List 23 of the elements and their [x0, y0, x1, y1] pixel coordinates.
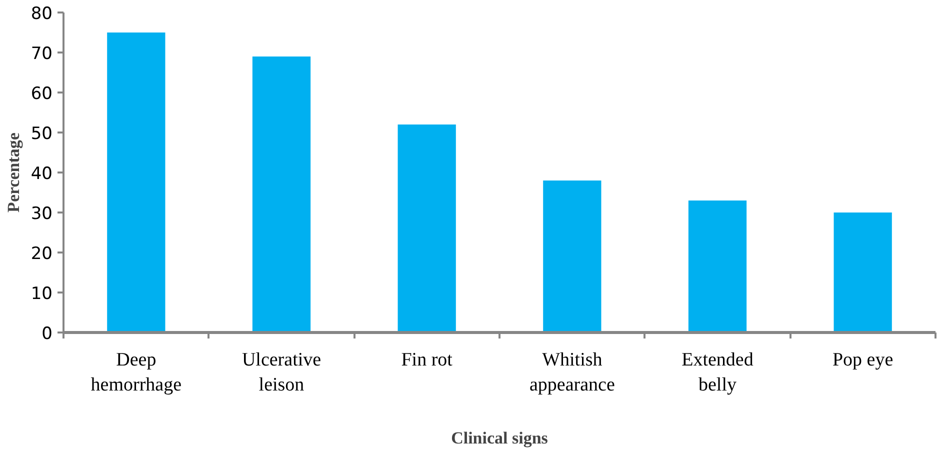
bar: [107, 32, 166, 332]
x-tick-label: Whitish appearance: [529, 350, 615, 396]
bar: [252, 56, 311, 332]
x-tick-label: Fin rot: [401, 350, 454, 370]
bar: [834, 212, 892, 332]
y-tick-label: 80: [30, 4, 53, 24]
y-tick-label: 50: [30, 124, 53, 144]
y-tick-label: 60: [30, 84, 53, 104]
x-tick-label: Ulcerative leison: [242, 350, 322, 396]
x-tick-label: Deep hemorrhage: [90, 350, 182, 396]
y-tick-label: 70: [30, 44, 53, 64]
bar: [543, 180, 602, 332]
y-tick-label: 40: [30, 164, 53, 184]
x-tick-label: Extended belly: [682, 350, 754, 396]
y-tick-label: 0: [42, 324, 53, 344]
bar: [398, 124, 456, 332]
bar: [688, 200, 747, 332]
y-tick-label: 30: [30, 204, 53, 224]
x-axis-title: Clinical signs: [451, 428, 548, 448]
y-tick-label: 10: [30, 284, 53, 304]
y-tick-label: 20: [30, 244, 53, 264]
y-axis-title: Percentage: [4, 132, 23, 212]
x-tick-label: Pop eye: [832, 350, 894, 370]
